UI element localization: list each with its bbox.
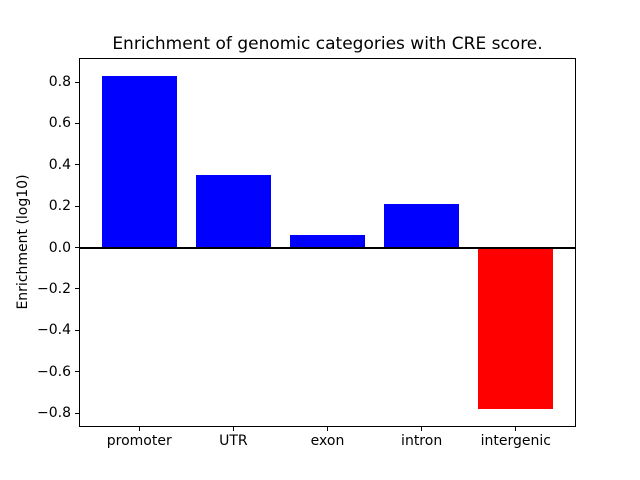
y-tick-label-0.6: 0.6 <box>48 115 71 132</box>
bar-intergenic <box>478 247 554 409</box>
y-tick-label-−0.6: −0.6 <box>37 363 71 380</box>
x-tick-label-intron: intron <box>401 433 443 449</box>
x-tick-mark <box>515 427 517 431</box>
y-tick-mark <box>75 205 79 207</box>
bar-promoter <box>101 75 177 248</box>
x-tick-label-UTR: UTR <box>219 433 248 449</box>
y-tick-mark <box>75 371 79 373</box>
y-tick-label-0.8: 0.8 <box>48 74 71 90</box>
y-tick-label-0.4: 0.4 <box>48 156 71 173</box>
y-tick-mark <box>75 288 79 290</box>
y-tick-label-−0.8: −0.8 <box>37 405 71 422</box>
y-tick-mark <box>75 329 79 331</box>
x-tick-mark <box>327 427 328 431</box>
bar-intron <box>383 204 460 248</box>
x-tick-label-promoter: promoter <box>106 433 172 449</box>
zero-line <box>79 246 576 249</box>
y-tick-mark <box>75 122 79 124</box>
x-tick-label-exon: exon <box>310 433 345 449</box>
chart-title: Enrichment of genomic categories with CR… <box>112 34 543 54</box>
y-tick-mark <box>75 164 79 166</box>
x-tick-mark <box>232 427 234 431</box>
y-tick-mark <box>75 247 79 249</box>
y-tick-label-0.0: 0.0 <box>48 239 71 256</box>
y-tick-label-−0.4: −0.4 <box>37 322 71 339</box>
x-tick-mark <box>138 427 140 431</box>
x-tick-label-intergenic: intergenic <box>480 433 551 449</box>
y-tick-label-−0.2: −0.2 <box>37 280 71 297</box>
y-tick-mark <box>75 412 79 414</box>
y-tick-mark <box>75 81 79 83</box>
y-tick-label-0.2: 0.2 <box>48 198 71 215</box>
bar-exon <box>289 235 366 248</box>
bar-UTR <box>195 175 272 248</box>
x-tick-mark <box>421 427 423 431</box>
